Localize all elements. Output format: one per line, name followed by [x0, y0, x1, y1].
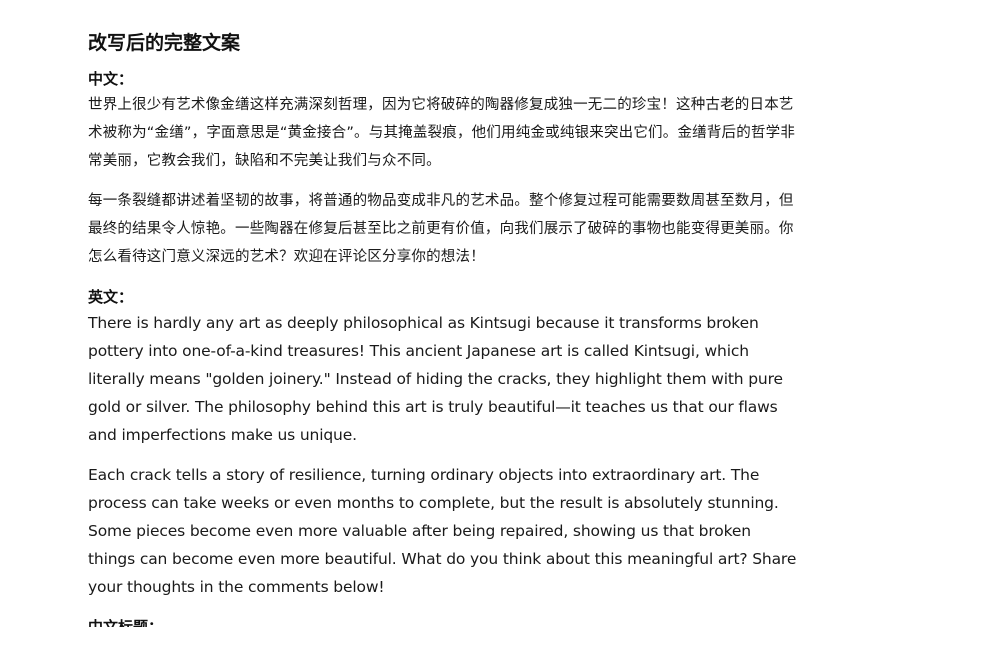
next-section-label: 中文标题：	[88, 618, 164, 627]
english-paragraph-2: Each crack tells a story of resilience, …	[88, 466, 797, 596]
english-section: 英文： There is hardly any art as deeply ph…	[88, 285, 808, 601]
document-title: 改写后的完整文案	[88, 32, 241, 54]
english-label: 英文：	[88, 288, 134, 306]
chinese-section: 中文： 世界上很少有艺术像金缮这样充满深刻哲理，因为它将破碎的陶器修复成独一无二…	[88, 67, 808, 271]
document-body: 改写后的完整文案 中文： 世界上很少有艺术像金缮这样充满深刻哲理，因为它将破碎的…	[88, 28, 808, 627]
next-section-header-cropped: 中文标题：	[88, 615, 808, 627]
english-paragraph-1: There is hardly any art as deeply philos…	[88, 314, 783, 444]
chinese-label: 中文：	[88, 70, 134, 88]
chinese-paragraph-1: 世界上很少有艺术像金缮这样充满深刻哲理，因为它将破碎的陶器修复成独一无二的珍宝！…	[88, 97, 796, 169]
chinese-paragraph-2: 每一条裂缝都讲述着坚韧的故事，将普通的物品变成非凡的艺术品。整个修复过程可能需要…	[88, 193, 794, 265]
